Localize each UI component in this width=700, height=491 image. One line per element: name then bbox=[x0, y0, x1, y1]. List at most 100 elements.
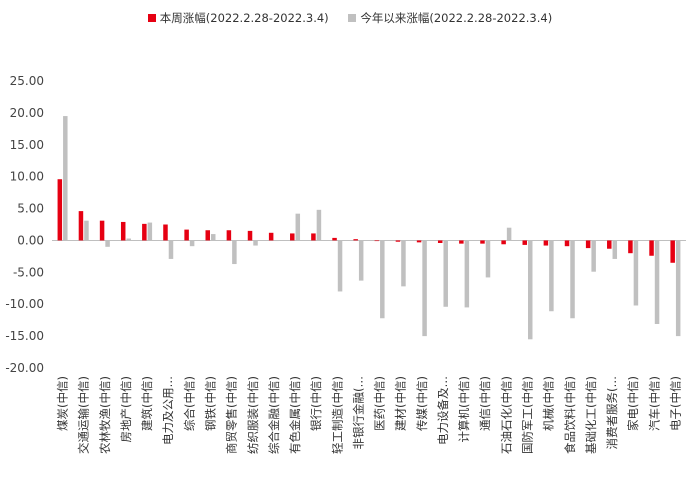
category-label: 电子(中信) bbox=[668, 376, 682, 431]
category-label: 综合(中信) bbox=[182, 376, 196, 431]
bar-ytd-16 bbox=[401, 240, 406, 287]
category-label: 计算机(中信) bbox=[457, 376, 471, 442]
category-label: 非银行金融(… bbox=[351, 376, 365, 450]
legend-swatch-weekly bbox=[147, 14, 156, 22]
bar-ytd-20 bbox=[485, 240, 491, 278]
bar-weekly-20 bbox=[480, 240, 485, 244]
legend-item-weekly: 本周涨幅(2022.2.28-2022.3.4) bbox=[147, 10, 329, 26]
bar-ytd-18 bbox=[443, 240, 448, 307]
bar-ytd-11 bbox=[295, 213, 301, 241]
bar-ytd-23 bbox=[549, 240, 554, 312]
bar-weekly-18 bbox=[437, 240, 443, 243]
bar-ytd-4 bbox=[147, 222, 153, 241]
bar-weekly-26 bbox=[607, 240, 612, 249]
category-label: 电力设备及… bbox=[436, 376, 450, 445]
category-label: 建材(中信) bbox=[394, 376, 408, 431]
y-tick-label: 15.00 bbox=[10, 138, 44, 152]
bar-weekly-17 bbox=[416, 240, 422, 243]
category-label: 消费者服务(… bbox=[605, 376, 619, 450]
category-label: 石油石化(中信) bbox=[499, 376, 513, 454]
bar-ytd-8 bbox=[232, 240, 237, 265]
bar-weekly-15 bbox=[374, 240, 380, 242]
bar-ytd-28 bbox=[654, 240, 660, 324]
bar-weekly-3 bbox=[120, 221, 126, 241]
category-label: 轻工制造(中信) bbox=[330, 376, 344, 454]
category-label: 通信(中信) bbox=[478, 376, 492, 431]
category-label: 汽车(中信) bbox=[647, 376, 661, 431]
bar-ytd-26 bbox=[612, 240, 618, 259]
category-label: 煤炭(中信) bbox=[56, 376, 70, 431]
legend-label-ytd: 今年以来涨幅(2022.2.28-2022.3.4) bbox=[360, 11, 553, 25]
bar-weekly-23 bbox=[543, 240, 549, 246]
bar-ytd-12 bbox=[316, 209, 322, 241]
bar-weekly-13 bbox=[332, 237, 337, 241]
bar-ytd-27 bbox=[633, 240, 639, 306]
category-label: 基础化工(中信) bbox=[584, 376, 598, 454]
bar-ytd-19 bbox=[464, 240, 470, 308]
category-label: 电力及公用… bbox=[161, 376, 175, 445]
y-tick-label: 0.00 bbox=[17, 233, 44, 247]
category-label: 有色金属(中信) bbox=[288, 376, 302, 454]
legend-item-ytd: 今年以来涨幅(2022.2.28-2022.3.4) bbox=[348, 10, 552, 26]
category-label: 纺织服装(中信) bbox=[246, 376, 260, 454]
category-label: 商贸零售(中信) bbox=[225, 376, 239, 454]
bar-weekly-8 bbox=[226, 230, 232, 241]
category-label: 钢铁(中信) bbox=[204, 376, 218, 431]
bar-ytd-25 bbox=[591, 240, 596, 272]
legend-label-weekly: 本周涨幅(2022.2.28-2022.3.4) bbox=[159, 11, 329, 25]
category-label: 家电(中信) bbox=[626, 376, 640, 431]
bar-ytd-3 bbox=[126, 238, 131, 241]
bar-ytd-5 bbox=[168, 240, 174, 259]
y-tick-label: 20.00 bbox=[10, 106, 44, 120]
bar-weekly-29 bbox=[670, 240, 675, 263]
bar-weekly-5 bbox=[163, 224, 168, 241]
bar-weekly-28 bbox=[649, 240, 654, 256]
bar-weekly-10 bbox=[268, 232, 274, 241]
y-tick-label: -10.00 bbox=[5, 297, 44, 311]
bar-weekly-16 bbox=[395, 240, 401, 242]
bar-weekly-7 bbox=[205, 230, 210, 241]
y-tick-label: 10.00 bbox=[10, 170, 44, 184]
bar-ytd-0 bbox=[63, 116, 68, 241]
bar-weekly-21 bbox=[501, 240, 506, 245]
bar-ytd-10 bbox=[274, 240, 279, 242]
bar-ytd-9 bbox=[253, 240, 258, 246]
bar-weekly-19 bbox=[459, 240, 464, 244]
category-label: 交通运输(中信) bbox=[77, 376, 91, 454]
bar-weekly-2 bbox=[99, 220, 105, 241]
legend-swatch-ytd bbox=[348, 14, 357, 22]
category-label: 食品饮料(中信) bbox=[563, 376, 577, 454]
bar-weekly-9 bbox=[247, 230, 253, 241]
bar-ytd-6 bbox=[189, 240, 195, 247]
category-label: 国防军工(中信) bbox=[521, 376, 535, 454]
bar-ytd-17 bbox=[422, 240, 427, 337]
y-tick-label: -20.00 bbox=[5, 361, 44, 375]
bar-weekly-6 bbox=[184, 229, 189, 241]
bar-ytd-14 bbox=[358, 240, 364, 281]
bar-weekly-4 bbox=[142, 223, 147, 241]
category-label: 综合金融(中信) bbox=[267, 376, 281, 454]
category-label: 农林牧渔(中信) bbox=[98, 376, 112, 454]
bar-weekly-22 bbox=[522, 240, 527, 245]
legend: 本周涨幅(2022.2.28-2022.3.4) 今年以来涨幅(2022.2.2… bbox=[0, 10, 700, 26]
bar-ytd-21 bbox=[506, 227, 512, 241]
bar-ytd-7 bbox=[211, 234, 216, 241]
category-label: 机械(中信) bbox=[542, 376, 556, 431]
category-label: 医药(中信) bbox=[373, 376, 387, 431]
bar-ytd-15 bbox=[380, 240, 385, 319]
category-label: 银行(中信) bbox=[309, 376, 323, 431]
bar-ytd-22 bbox=[528, 240, 533, 340]
bar-ytd-2 bbox=[105, 240, 110, 247]
category-label: 房地产(中信) bbox=[119, 376, 133, 442]
y-tick-label: 25.00 bbox=[10, 74, 44, 88]
bar-weekly-25 bbox=[585, 240, 591, 249]
bar-ytd-1 bbox=[84, 220, 89, 241]
bar-weekly-12 bbox=[311, 233, 316, 241]
bar-weekly-24 bbox=[564, 240, 570, 247]
bar-ytd-24 bbox=[570, 240, 575, 319]
bar-weekly-14 bbox=[353, 239, 358, 241]
bar-ytd-13 bbox=[337, 240, 343, 292]
bar-ytd-29 bbox=[675, 240, 681, 337]
category-label: 传媒(中信) bbox=[415, 376, 429, 431]
